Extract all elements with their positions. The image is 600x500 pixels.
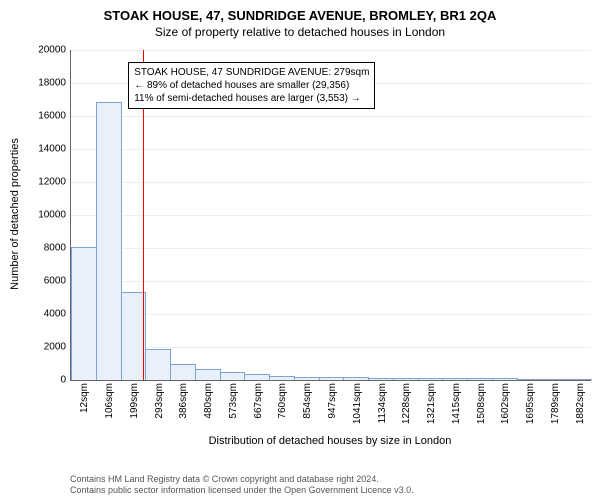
- histogram-bar: [517, 379, 543, 380]
- histogram-bar: [71, 247, 97, 380]
- xtick-label: 1882sqm: [575, 383, 586, 424]
- histogram-bar: [418, 378, 444, 380]
- xtick-label: 854sqm: [302, 383, 313, 419]
- y-axis-label: Number of detached properties: [9, 124, 21, 304]
- histogram-bar: [170, 364, 196, 380]
- histogram-bar: [467, 378, 493, 380]
- xtick-label: 1789sqm: [550, 383, 561, 424]
- xtick-label: 1508sqm: [476, 383, 487, 424]
- xtick-label: 947sqm: [327, 383, 338, 419]
- x-axis-label: Distribution of detached houses by size …: [70, 435, 590, 447]
- plot-area: 0200040006000800010000120001400016000180…: [70, 50, 591, 381]
- histogram-bar: [269, 376, 295, 380]
- histogram-bar: [294, 377, 320, 380]
- ytick-label: 4000: [44, 309, 66, 320]
- ytick-label: 8000: [44, 243, 66, 254]
- histogram-bar: [541, 379, 567, 380]
- histogram-bar: [220, 372, 246, 380]
- histogram-bar: [492, 378, 518, 380]
- histogram-bar: [442, 378, 468, 380]
- footer-line-2: Contains public sector information licen…: [70, 485, 414, 496]
- gridline-h: [71, 50, 591, 51]
- xtick-label: 1415sqm: [451, 383, 462, 424]
- footer-attribution: Contains HM Land Registry data © Crown c…: [70, 474, 414, 496]
- xtick-label: 106sqm: [104, 383, 115, 419]
- xtick-label: 480sqm: [203, 383, 214, 419]
- gridline-h: [71, 182, 591, 183]
- xtick-label: 667sqm: [253, 383, 264, 419]
- gridline-h: [71, 347, 591, 348]
- gridline-h: [71, 116, 591, 117]
- ytick-label: 2000: [44, 342, 66, 353]
- ytick-label: 14000: [38, 144, 66, 155]
- ytick-label: 16000: [38, 111, 66, 122]
- ytick-label: 0: [60, 375, 66, 386]
- histogram-bar: [343, 377, 369, 380]
- histogram-bar: [145, 349, 171, 380]
- xtick-label: 760sqm: [277, 383, 288, 419]
- histogram-bar: [319, 377, 345, 380]
- xtick-label: 1228sqm: [401, 383, 412, 424]
- xtick-label: 1695sqm: [525, 383, 536, 424]
- xtick-label: 1041sqm: [352, 383, 363, 424]
- ytick-label: 10000: [38, 210, 66, 221]
- histogram-bar: [96, 102, 122, 380]
- ytick-label: 18000: [38, 78, 66, 89]
- annotation-line: STOAK HOUSE, 47 SUNDRIDGE AVENUE: 279sqm: [134, 66, 369, 79]
- ytick-label: 20000: [38, 45, 66, 56]
- annotation-box: STOAK HOUSE, 47 SUNDRIDGE AVENUE: 279sqm…: [128, 62, 375, 109]
- annotation-line: 11% of semi-detached houses are larger (…: [134, 92, 369, 105]
- xtick-label: 1602sqm: [500, 383, 511, 424]
- xtick-label: 386sqm: [178, 383, 189, 419]
- ytick-label: 12000: [38, 177, 66, 188]
- gridline-h: [71, 215, 591, 216]
- xtick-label: 199sqm: [129, 383, 140, 419]
- chart-container: STOAK HOUSE, 47, SUNDRIDGE AVENUE, BROML…: [0, 0, 600, 500]
- chart-subtitle: Size of property relative to detached ho…: [0, 23, 600, 39]
- chart-title: STOAK HOUSE, 47, SUNDRIDGE AVENUE, BROML…: [0, 0, 600, 23]
- histogram-bar: [244, 374, 270, 380]
- footer-line-1: Contains HM Land Registry data © Crown c…: [70, 474, 414, 485]
- histogram-bar: [195, 369, 221, 380]
- xtick-label: 1321sqm: [426, 383, 437, 424]
- histogram-bar: [393, 378, 419, 380]
- xtick-label: 1134sqm: [377, 383, 388, 423]
- gridline-h: [71, 281, 591, 282]
- gridline-h: [71, 149, 591, 150]
- histogram-bar: [566, 379, 592, 380]
- xtick-label: 573sqm: [228, 383, 239, 419]
- xtick-label: 12sqm: [79, 383, 90, 413]
- ytick-label: 6000: [44, 276, 66, 287]
- histogram-bar: [368, 378, 394, 380]
- gridline-h: [71, 248, 591, 249]
- xtick-label: 293sqm: [154, 383, 165, 419]
- gridline-h: [71, 314, 591, 315]
- annotation-line: ← 89% of detached houses are smaller (29…: [134, 79, 369, 92]
